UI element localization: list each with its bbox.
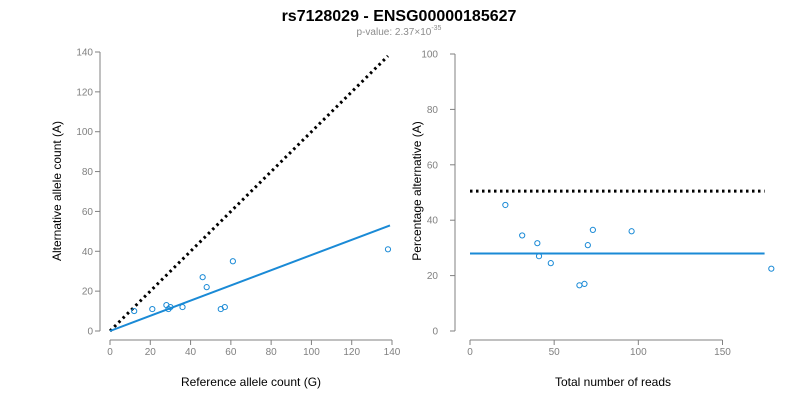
data-point xyxy=(199,274,206,281)
x-tick-label: 60 xyxy=(225,347,237,358)
data-point xyxy=(502,201,509,209)
y-tick-label: 80 xyxy=(82,167,94,178)
y-tick-label: 40 xyxy=(427,216,439,227)
data-point xyxy=(534,240,541,247)
p-value-subtitle: p-value: 2.37×10-35 xyxy=(357,25,442,38)
data-point xyxy=(167,303,174,311)
x-axis-title: Reference allele count (G) xyxy=(181,375,321,389)
expected-ratio-line xyxy=(108,54,390,333)
figure-title: rs7128029 - ENSG00000185627 xyxy=(282,8,517,25)
right-scatter-panel: 0 50 100 150 0 20 40 60 80 100 Total number of rea… xyxy=(410,50,775,389)
data-point xyxy=(535,253,543,260)
data-point xyxy=(229,258,236,265)
y-tick-label: 20 xyxy=(82,287,94,298)
x-tick-label: 150 xyxy=(714,347,731,358)
x-tick-label: 100 xyxy=(303,347,320,358)
y-tick-label: 140 xyxy=(76,48,93,59)
data-point xyxy=(384,246,392,253)
data-point xyxy=(768,265,775,272)
y-tick-label: 120 xyxy=(76,87,93,98)
data-point xyxy=(576,282,583,289)
data-point xyxy=(581,280,588,288)
x-tick-label: 80 xyxy=(266,347,278,358)
x-tick-label: 0 xyxy=(107,347,113,358)
p-value-exponent: -35 xyxy=(431,25,441,32)
x-tick-label: 140 xyxy=(384,347,401,358)
p-value-base: 10 xyxy=(420,27,432,38)
x-axis-title: Total number of reads xyxy=(555,375,671,389)
y-axis-title: Alternative allele count (A) xyxy=(50,121,64,261)
data-point xyxy=(584,242,591,249)
x-tick-label: 120 xyxy=(343,347,360,358)
data-point xyxy=(203,284,210,291)
y-tick-label: 60 xyxy=(427,160,439,171)
fitted-ratio-line xyxy=(109,224,391,332)
data-point xyxy=(131,307,138,315)
data-point xyxy=(547,260,554,267)
x-tick-label: 20 xyxy=(145,347,157,358)
y-tick-label: 100 xyxy=(421,50,438,61)
data-point xyxy=(628,228,635,235)
y-axis-title: Percentage alternative (A) xyxy=(410,121,424,260)
y-tick-label: 100 xyxy=(76,127,93,138)
x-tick-label: 50 xyxy=(549,347,561,358)
x-tick-label: 100 xyxy=(630,347,647,358)
data-point xyxy=(149,305,156,313)
data-point xyxy=(589,226,596,233)
x-tick-label: 40 xyxy=(185,347,197,358)
y-tick-label: 20 xyxy=(427,271,439,282)
y-tick-label: 60 xyxy=(82,207,94,218)
left-scatter-panel: 0 20 40 60 80 100 120 140 0 20 40 60 80 100 120 140 Refe… xyxy=(50,48,401,390)
data-point xyxy=(179,303,186,311)
y-tick-label: 0 xyxy=(87,327,93,338)
y-tick-label: 40 xyxy=(82,247,94,258)
data-point xyxy=(221,303,228,311)
y-tick-label: 80 xyxy=(427,105,439,116)
data-point xyxy=(519,232,526,239)
p-value-text: p-value: 2.37 xyxy=(357,27,415,38)
times-sign: × xyxy=(414,27,420,38)
data-point xyxy=(165,305,172,313)
y-tick-label: 0 xyxy=(432,327,438,338)
x-tick-label: 0 xyxy=(467,347,473,358)
